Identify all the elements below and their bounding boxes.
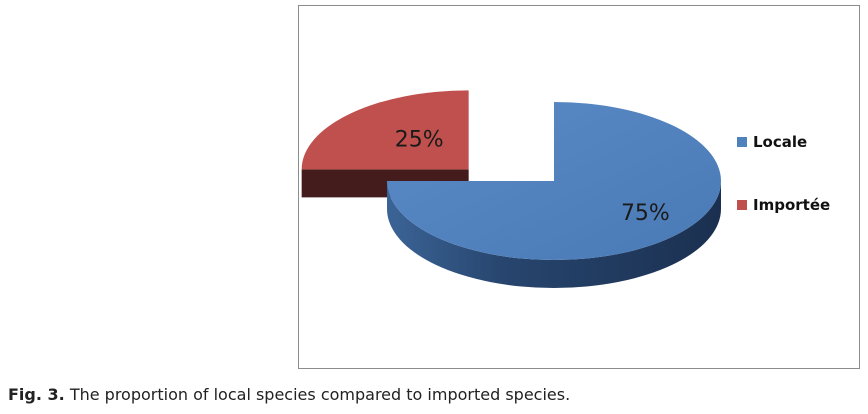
pie-slice-top: [301, 90, 469, 170]
pie-slice-top: [387, 102, 721, 260]
caption-label: Fig. 3.: [8, 385, 65, 404]
figure-caption: Fig. 3. The proportion of local species …: [8, 385, 570, 404]
legend-item: Locale: [737, 133, 807, 151]
pie-data-label: 25%: [395, 127, 444, 152]
legend-label: Importée: [753, 196, 830, 214]
pie-slice-side: [387, 181, 721, 288]
legend-swatch: [737, 200, 747, 210]
pie-slice-locale: 75%: [387, 102, 721, 288]
pie-data-label: 75%: [621, 201, 670, 226]
pie-chart: 25% 75% Locale Importée: [301, 90, 830, 288]
chart-frame: 25% 75% Locale Importée: [298, 5, 860, 369]
legend-swatch: [737, 137, 747, 147]
pie-slice-importe: 25%: [301, 90, 469, 198]
legend-item: Importée: [737, 196, 830, 214]
caption-text: The proportion of local species compared…: [64, 385, 571, 404]
legend: Locale Importée: [737, 133, 830, 214]
legend-label: Locale: [753, 133, 807, 151]
